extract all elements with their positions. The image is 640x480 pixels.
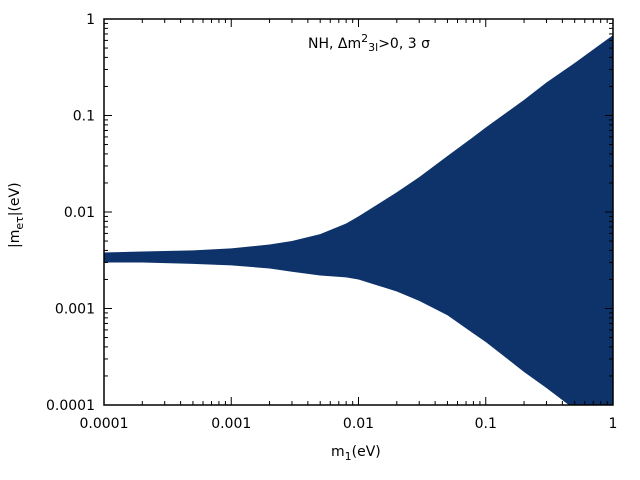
y-tick-label: 0.1 [73,109,95,125]
y-tick-label: 0.001 [55,302,95,318]
chart-annotation: NH, Δm23l>0, 3 σ [308,32,430,54]
x-tick-label: 0.0001 [80,416,129,432]
ticks-layer [103,18,614,406]
band-layer [104,35,613,405]
tick-labels: 0.0001 0.001 0.01 0.1 1 0.0001 0.001 0.01 0.1 1 [46,12,617,432]
x-tick-label: 1 [609,416,618,432]
x-tick-label: 0.1 [475,416,497,432]
y-axis-label: |meτ|(eV) [7,182,26,248]
x-axis-label: m1(eV) [331,444,381,463]
x-tick-label: 0.01 [343,416,374,432]
y-tick-label: 0.0001 [46,398,95,414]
y-tick-label: 1 [86,12,95,28]
y-tick-label: 0.01 [64,205,95,221]
allowed-region-band [104,35,613,405]
x-tick-label: 0.001 [211,416,251,432]
